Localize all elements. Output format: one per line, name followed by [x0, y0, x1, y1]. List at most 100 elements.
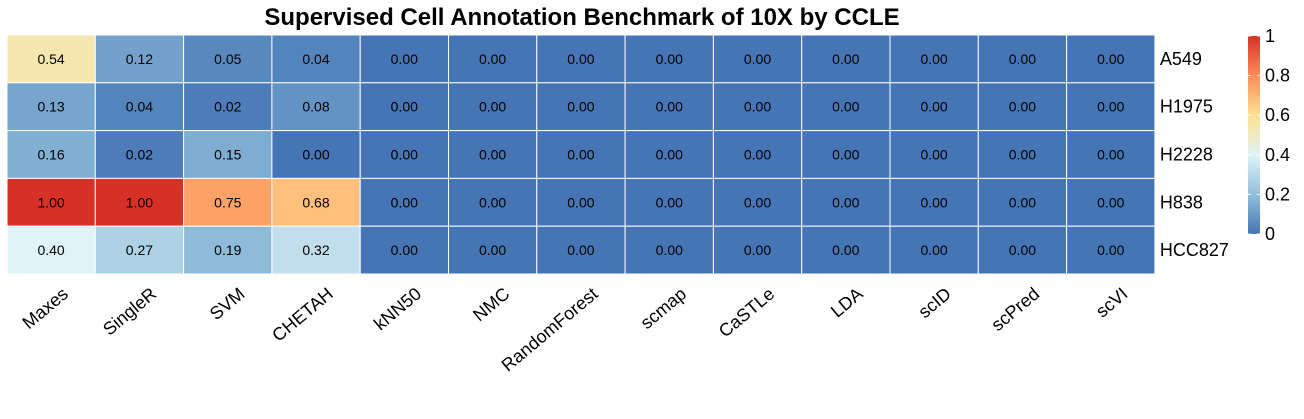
- heatmap-cell-A549-scmap: [624, 34, 714, 84]
- heatmap-cell-HCC827-LDA: [801, 225, 891, 275]
- heatmap-cell-H838-scPred: [977, 177, 1068, 227]
- cell-value-label: 0.32: [302, 242, 329, 258]
- heatmap-cell-labels: 0.54 0.12 0.05 0.04 0.00 0.00 0.00 0.00 0.00 0.00…: [37, 51, 1124, 258]
- column-label-LDA: LDA: [827, 284, 867, 322]
- heatmap-cell-H2228-Maxes: [6, 130, 96, 179]
- heatmap-cell-H838-NMC: [448, 177, 538, 227]
- column-labels: Maxes SingleR SVM CHETAH kNN50 NMCRandomFores…: [18, 284, 1131, 376]
- column-label-Maxes: Maxes: [18, 284, 71, 333]
- cell-value-label: 0.75: [214, 194, 241, 210]
- heatmap-cell-H1975-scmap: [624, 82, 714, 132]
- column-label-SingleR: SingleR: [99, 284, 160, 340]
- heatmap-cell-A549-scPred: [977, 34, 1068, 84]
- cell-value-label: 0.00: [744, 147, 771, 163]
- heatmap-cell-HCC827-Maxes: [6, 225, 96, 275]
- row-label-A549: A549: [1160, 49, 1202, 69]
- heatmap-cell-HCC827-NMC: [448, 225, 538, 275]
- cell-value-label: 0.00: [920, 147, 947, 163]
- cell-value-label: 0.13: [37, 99, 64, 115]
- cell-value-label: 0.02: [126, 147, 153, 163]
- cell-value-label: 0.00: [479, 51, 506, 67]
- column-label-scID: scID: [914, 284, 954, 322]
- cell-value-label: 0.04: [126, 99, 153, 115]
- cell-value-label: 0.00: [391, 194, 418, 210]
- heatmap-cell-HCC827-CHETAH: [271, 225, 361, 275]
- heatmap-cell-H1975-scPred: [977, 82, 1068, 132]
- legend-tick-label: 0.2: [1265, 184, 1290, 204]
- cell-value-label: 0.00: [744, 51, 771, 67]
- legend-tick-label: 0.6: [1265, 105, 1290, 125]
- heatmap-cell-H838-scVI: [1066, 177, 1156, 227]
- heatmap-cell-H1975-LDA: [801, 82, 891, 132]
- cell-value-label: 0.00: [479, 242, 506, 258]
- cell-value-label: 0.00: [1097, 242, 1124, 258]
- cell-value-label: 0.00: [832, 147, 859, 163]
- cell-value-label: 0.00: [656, 242, 683, 258]
- column-label-scmap: scmap: [637, 284, 690, 333]
- heatmap-cell-HCC827-RandomForest: [536, 225, 626, 275]
- heatmap-cell-HCC827-kNN50: [359, 225, 450, 275]
- heatmap-cell-HCC827-CaSTLe: [712, 225, 803, 275]
- cell-value-label: 0.00: [1009, 194, 1036, 210]
- cell-value-label: 0.00: [656, 147, 683, 163]
- heatmap-cell-A549-SVM: [183, 34, 273, 84]
- cell-value-label: 0.00: [567, 242, 594, 258]
- cell-value-label: 0.00: [391, 242, 418, 258]
- cell-value-label: 0.00: [744, 99, 771, 115]
- column-label-CHETAH: CHETAH: [268, 284, 337, 346]
- cell-value-label: 0.00: [832, 194, 859, 210]
- heatmap-cell-H838-RandomForest: [536, 177, 626, 227]
- cell-value-label: 0.00: [567, 51, 594, 67]
- cell-value-label: 0.19: [214, 242, 241, 258]
- heatmap-cell-H838-LDA: [801, 177, 891, 227]
- heatmap-cell-H2228-scVI: [1066, 130, 1156, 179]
- heatmap-cell-A549-Maxes: [6, 34, 96, 84]
- chart-title: Supervised Cell Annotation Benchmark of …: [264, 4, 899, 31]
- cell-value-label: 0.00: [391, 99, 418, 115]
- cell-value-label: 0.12: [126, 51, 153, 67]
- column-label-CaSTLe: CaSTLe: [715, 284, 778, 342]
- cell-value-label: 0.16: [37, 147, 64, 163]
- heatmap-cell-H1975-RandomForest: [536, 82, 626, 132]
- heatmap-cells: [6, 34, 1156, 275]
- legend-tick-label: 1: [1265, 26, 1275, 46]
- heatmap-cell-H1975-CaSTLe: [712, 82, 803, 132]
- heatmap-cell-HCC827-scPred: [977, 225, 1068, 275]
- cell-value-label: 0.00: [920, 51, 947, 67]
- cell-value-label: 0.00: [656, 51, 683, 67]
- cell-value-label: 0.00: [744, 242, 771, 258]
- cell-value-label: 0.00: [479, 147, 506, 163]
- heatmap-cell-H2228-scID: [889, 130, 979, 179]
- row-label-H1975: H1975: [1160, 97, 1213, 117]
- cell-value-label: 0.00: [832, 242, 859, 258]
- cell-value-label: 0.00: [832, 99, 859, 115]
- heatmap-cell-A549-LDA: [801, 34, 891, 84]
- cell-value-label: 0.00: [1009, 99, 1036, 115]
- heatmap-cell-H2228-LDA: [801, 130, 891, 179]
- column-label-scPred: scPred: [987, 284, 1043, 335]
- legend-tick-label: 0.8: [1265, 66, 1290, 86]
- cell-value-label: 0.15: [214, 147, 241, 163]
- cell-value-label: 0.00: [1097, 51, 1124, 67]
- heatmap-cell-H838-Maxes: [6, 177, 96, 227]
- heatmap-cell-HCC827-SVM: [183, 225, 273, 275]
- cell-value-label: 0.02: [214, 99, 241, 115]
- heatmap-cell-HCC827-SingleR: [94, 225, 185, 275]
- heatmap-cell-H2228-SingleR: [94, 130, 185, 179]
- legend-tick-label: 0.4: [1265, 145, 1290, 165]
- cell-value-label: 0.00: [832, 51, 859, 67]
- cell-value-label: 0.54: [37, 51, 64, 67]
- heatmap-cell-HCC827-scmap: [624, 225, 714, 275]
- row-label-HCC827: HCC827: [1160, 240, 1229, 260]
- cell-value-label: 0.00: [302, 147, 329, 163]
- column-label-scVI: scVI: [1092, 284, 1132, 322]
- heatmap-cell-H1975-NMC: [448, 82, 538, 132]
- cell-value-label: 0.00: [744, 194, 771, 210]
- heatmap-cell-H838-scID: [889, 177, 979, 227]
- cell-value-label: 0.00: [1009, 51, 1036, 67]
- heatmap-cell-A549-SingleR: [94, 34, 185, 84]
- cell-value-label: 0.00: [920, 99, 947, 115]
- heatmap-cell-H1975-kNN50: [359, 82, 450, 132]
- heatmap-cell-HCC827-scVI: [1066, 225, 1156, 275]
